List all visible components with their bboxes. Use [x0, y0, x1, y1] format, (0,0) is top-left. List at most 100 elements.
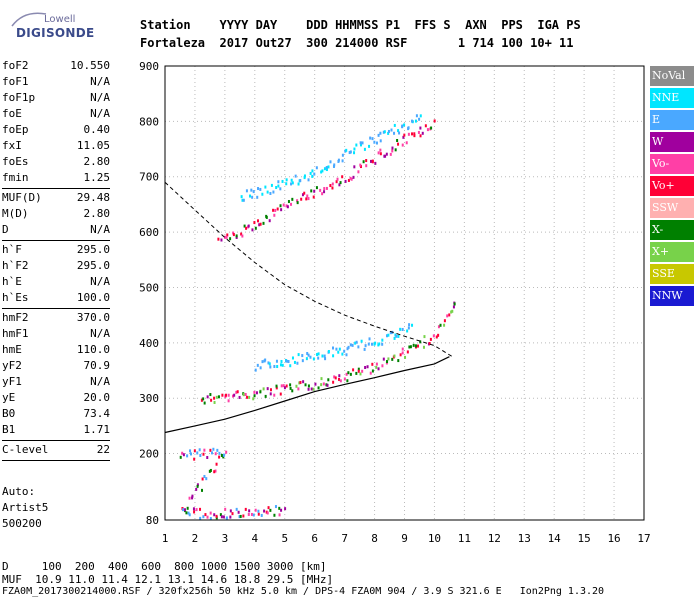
- trace-point: [349, 150, 352, 154]
- trace-point: [243, 224, 246, 228]
- trace-point: [266, 387, 269, 391]
- trace-point: [296, 199, 299, 203]
- trace-point: [285, 359, 288, 363]
- trace-point: [275, 386, 278, 390]
- trace-point: [287, 200, 290, 204]
- trace-point: [206, 455, 209, 459]
- trace-point: [248, 395, 251, 399]
- trace-point: [226, 233, 229, 237]
- trace-point: [238, 515, 241, 519]
- trace-point: [343, 377, 346, 381]
- trace-point: [419, 134, 422, 138]
- divider: [2, 188, 110, 189]
- trace-point: [265, 215, 268, 219]
- trace-point: [355, 143, 358, 147]
- y-tick-label: 700: [139, 171, 159, 184]
- trace-point: [291, 181, 294, 185]
- trace-point: [327, 350, 330, 354]
- trace-point: [209, 511, 212, 515]
- trace-point: [307, 178, 310, 182]
- trace-point: [317, 356, 320, 360]
- trace-point: [280, 384, 283, 388]
- trace-point: [385, 152, 388, 156]
- trace-point: [192, 507, 195, 511]
- trace-point: [345, 353, 348, 357]
- trace-point: [256, 195, 259, 199]
- trace-point: [369, 136, 372, 140]
- trace-point: [229, 509, 232, 513]
- trace-point: [346, 347, 349, 351]
- trace-point: [369, 371, 372, 375]
- trace-point: [406, 329, 409, 333]
- trace-point: [290, 182, 293, 186]
- trace-point: [450, 310, 453, 314]
- profile-dashed-curve: [164, 181, 453, 358]
- trace-point: [268, 362, 271, 366]
- trace-point: [360, 339, 363, 343]
- trace-point: [429, 337, 432, 341]
- trace-point: [339, 181, 342, 185]
- trace-point: [355, 371, 358, 375]
- logo-main-text: DIGISONDE: [16, 26, 95, 40]
- trace-point: [291, 197, 294, 201]
- trace-point: [437, 325, 440, 329]
- trace-point: [377, 367, 380, 371]
- param-row: yE 20.0: [2, 391, 110, 404]
- trace-point: [345, 148, 348, 152]
- trace-point: [343, 349, 346, 353]
- plot-frame: [164, 65, 645, 521]
- profile-curve: [164, 356, 450, 434]
- trace-point: [359, 141, 362, 145]
- trace-point: [296, 201, 299, 205]
- y-tick-label: 400: [139, 337, 159, 350]
- legend-item-sse: SSE: [650, 264, 694, 284]
- trace-point: [357, 170, 360, 174]
- trace-point: [414, 119, 417, 123]
- param-group-1: foF2 10.550 foF1 N/A foF1p N/A foE N/A foEp 0…: [2, 58, 110, 186]
- x-tick-label: 8: [371, 532, 378, 545]
- trace-point: [283, 386, 286, 390]
- trace-point: [439, 323, 442, 327]
- auto-program: Artist5: [2, 501, 49, 514]
- trace-point: [277, 180, 280, 184]
- trace-point: [213, 396, 216, 400]
- trace-point: [290, 202, 293, 206]
- parameter-list: foF2 10.550 foF1 N/A foF1p N/A foE N/A foEp 0…: [2, 58, 110, 462]
- trace-point: [408, 323, 411, 327]
- trace-point: [191, 496, 194, 500]
- trace-point: [341, 159, 344, 163]
- trace-point: [209, 517, 212, 521]
- trace-point: [259, 187, 262, 191]
- trace-point: [321, 192, 324, 196]
- trace-point: [363, 347, 366, 351]
- trace-point: [451, 309, 454, 313]
- trace-point: [368, 337, 371, 341]
- trace-point: [202, 515, 205, 519]
- trace-point: [301, 354, 304, 358]
- trace-point: [199, 453, 202, 457]
- trace-point: [307, 387, 310, 391]
- trace-point: [231, 512, 234, 516]
- trace-point: [285, 384, 288, 388]
- trace-point: [184, 508, 187, 512]
- trace-point: [224, 235, 227, 239]
- trace-point: [259, 366, 262, 370]
- trace-point: [244, 507, 247, 511]
- trace-point: [366, 365, 369, 369]
- trace-point: [295, 384, 298, 388]
- trace-point: [347, 371, 350, 375]
- trace-point: [203, 401, 206, 405]
- trace-point: [310, 189, 313, 193]
- trace-point: [280, 359, 283, 363]
- y-tick-label: 80: [146, 514, 159, 527]
- x-tick-label: 6: [311, 532, 318, 545]
- param-row: hmF2 370.0: [2, 311, 110, 324]
- trace-point: [301, 359, 304, 363]
- trace-point: [333, 163, 336, 167]
- trace-point: [323, 187, 326, 191]
- trace-point: [309, 171, 312, 175]
- trace-point: [235, 234, 238, 238]
- trace-point: [323, 167, 326, 171]
- trace-point: [408, 345, 411, 349]
- trace-point: [314, 382, 317, 386]
